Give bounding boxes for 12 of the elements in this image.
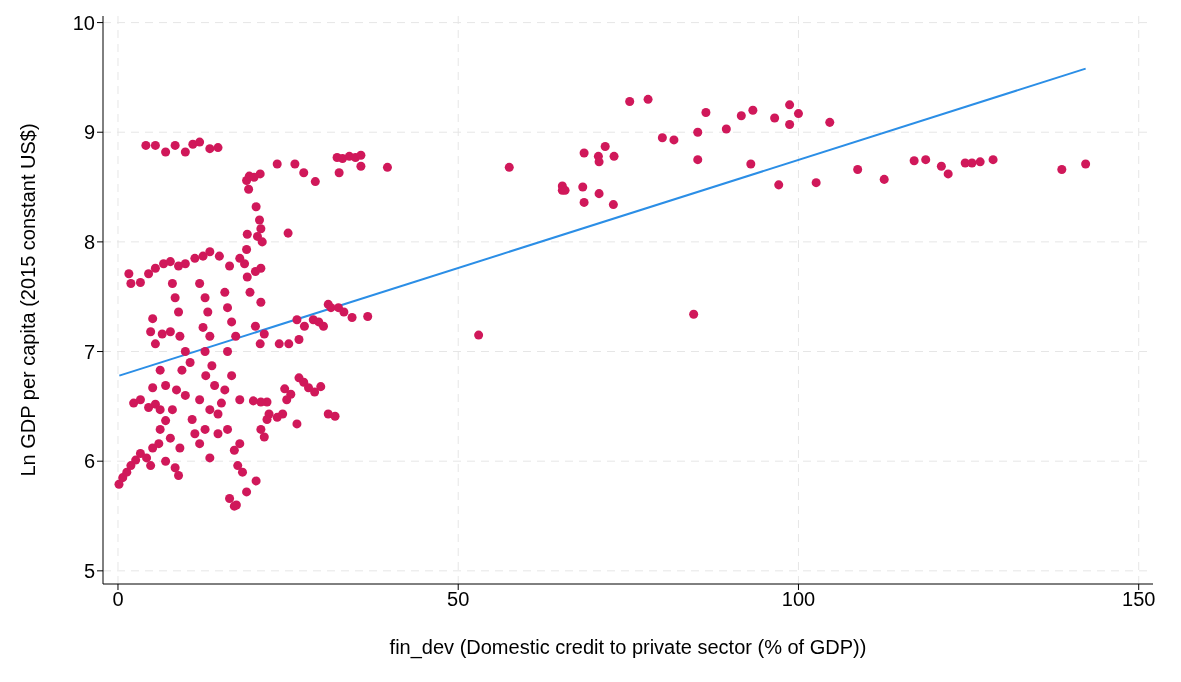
x-tick-label: 50 bbox=[447, 588, 470, 611]
x-axis-title: fin_dev (Domestic credit to private sector (% of GDP)) bbox=[389, 636, 867, 659]
y-tick-label: 8 bbox=[83, 230, 95, 253]
x-tick-label: 150 bbox=[1122, 588, 1156, 611]
y-tick-label: 9 bbox=[83, 121, 95, 144]
y-tick-label: 7 bbox=[83, 340, 95, 363]
y-axis-title: Ln GDP per capita (2015 constant US$) bbox=[17, 123, 40, 477]
x-tick-label: 0 bbox=[112, 588, 124, 611]
y-tick-label: 10 bbox=[72, 11, 95, 34]
x-tick-label: 100 bbox=[781, 588, 816, 611]
y-tick-label: 6 bbox=[83, 450, 95, 473]
y-tick-label: 5 bbox=[83, 559, 95, 582]
